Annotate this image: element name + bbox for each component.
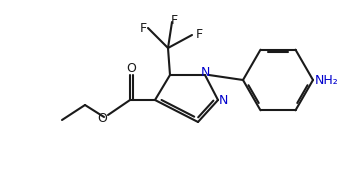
Text: N: N [200,67,210,80]
Text: N: N [218,95,228,108]
Text: F: F [170,14,178,27]
Text: NH₂: NH₂ [315,74,339,87]
Text: O: O [97,111,107,124]
Text: F: F [195,29,203,42]
Text: F: F [139,22,146,35]
Text: O: O [126,62,136,75]
